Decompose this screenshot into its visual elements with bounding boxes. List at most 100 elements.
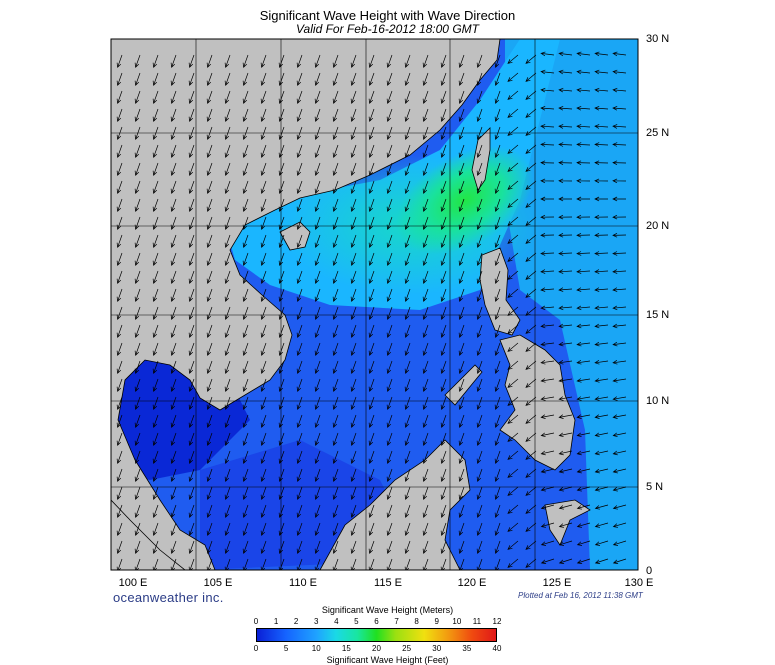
- wave-arrow: [170, 378, 177, 392]
- wave-arrow: [404, 324, 411, 338]
- wave-arrow: [224, 360, 231, 374]
- wave-arrow: [404, 558, 411, 570]
- wave-arrow: [525, 504, 537, 514]
- wave-arrow: [476, 216, 483, 230]
- wave-arrow: [576, 558, 591, 564]
- wave-arrow: [188, 270, 195, 284]
- wave-arrow: [476, 468, 483, 482]
- wave-arrow: [116, 162, 123, 176]
- feet-tick: 40: [492, 644, 502, 653]
- wave-arrow: [314, 198, 321, 212]
- wave-arrow: [458, 234, 465, 248]
- wave-arrow: [458, 216, 465, 230]
- wave-arrow: [612, 341, 627, 347]
- wave-arrow: [540, 378, 555, 383]
- wave-arrow: [224, 504, 231, 518]
- wave-arrow: [134, 540, 141, 554]
- wave-arrow: [525, 252, 537, 262]
- wave-arrow: [386, 162, 393, 176]
- wave-arrow: [188, 378, 195, 392]
- wave-arrow: [458, 306, 465, 320]
- wave-arrow: [260, 108, 267, 122]
- lat-label-25n: 25 N: [646, 127, 670, 139]
- wave-arrow: [507, 180, 519, 190]
- wave-arrow: [458, 90, 465, 104]
- wave-arrow: [350, 432, 357, 446]
- meter-tick: 0: [253, 617, 259, 626]
- wave-arrow: [540, 396, 555, 401]
- wave-arrow: [594, 142, 609, 147]
- wave-arrow: [170, 288, 177, 302]
- wave-arrow: [386, 180, 393, 194]
- wave-arrow: [242, 162, 249, 176]
- wave-arrow: [350, 360, 357, 374]
- wave-arrow: [540, 504, 555, 510]
- wave-arrow: [224, 90, 231, 104]
- wave-arrow: [242, 126, 249, 140]
- wave-arrow: [332, 252, 339, 266]
- wave-arrow: [525, 162, 537, 172]
- wave-arrow: [224, 450, 231, 464]
- wave-arrow: [440, 450, 447, 464]
- wave-arrow: [558, 251, 573, 256]
- wave-arrow: [206, 306, 213, 320]
- wave-arrow: [440, 306, 447, 320]
- wave-arrow: [314, 522, 321, 536]
- wave-arrow: [558, 450, 573, 456]
- wave-arrow: [206, 432, 213, 446]
- wave-arrow: [278, 414, 285, 428]
- wave-arrow: [170, 432, 177, 446]
- wave-arrow: [458, 396, 465, 410]
- wave-arrow: [458, 72, 465, 86]
- wave-arrow: [540, 414, 555, 419]
- wave-arrow: [494, 450, 501, 464]
- wave-arrow: [134, 504, 141, 518]
- wave-arrow: [152, 540, 159, 554]
- wave-arrow: [152, 396, 159, 410]
- wave-arrow: [494, 72, 501, 86]
- wave-arrow: [152, 234, 159, 248]
- wave-arrow: [134, 288, 141, 302]
- wave-arrow: [242, 180, 249, 194]
- wave-arrow: [314, 234, 321, 248]
- wave-arrow: [152, 144, 159, 158]
- wave-arrow: [476, 234, 483, 248]
- wave-arrow: [494, 414, 501, 428]
- wave-arrow: [368, 216, 375, 230]
- wave-arrow: [224, 540, 231, 554]
- wave-arrow: [507, 450, 519, 460]
- wave-arrow: [350, 504, 357, 518]
- wave-arrow: [242, 72, 249, 86]
- wave-arrow: [188, 522, 195, 536]
- wave-arrow: [134, 216, 141, 230]
- wave-arrow: [296, 378, 303, 392]
- wave-arrow: [540, 558, 555, 564]
- wave-arrow: [170, 216, 177, 230]
- wave-arrow: [206, 378, 213, 392]
- wave-arrow: [440, 198, 447, 212]
- wave-arrow: [350, 540, 357, 554]
- wave-arrow: [386, 396, 393, 410]
- wave-arrow: [507, 360, 519, 370]
- wave-arrow: [494, 306, 501, 320]
- wave-arrow: [296, 342, 303, 356]
- wave-arrow: [206, 54, 213, 68]
- wave-arrow: [422, 72, 429, 86]
- wave-arrow: [594, 450, 609, 456]
- wave-arrow: [188, 54, 195, 68]
- wave-arrow: [134, 360, 141, 374]
- wave-arrow: [332, 198, 339, 212]
- wave-arrow: [476, 342, 483, 356]
- wave-arrow: [116, 558, 123, 570]
- wave-arrow: [260, 414, 267, 428]
- meter-tick: 7: [394, 617, 399, 626]
- wave-arrow: [134, 180, 141, 194]
- meter-tick: 6: [374, 617, 379, 626]
- wave-arrow: [494, 234, 501, 248]
- wave-arrow: [386, 324, 393, 338]
- wave-arrow: [134, 54, 141, 68]
- wave-arrow: [296, 414, 303, 428]
- wave-arrow: [296, 486, 303, 500]
- wave-arrow: [260, 324, 267, 338]
- wave-arrow: [540, 232, 555, 238]
